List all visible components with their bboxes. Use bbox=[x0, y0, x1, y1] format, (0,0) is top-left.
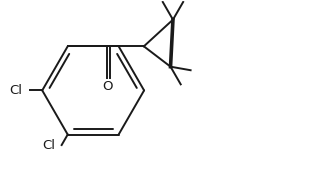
Text: Cl: Cl bbox=[42, 139, 55, 152]
Text: O: O bbox=[102, 80, 113, 93]
Text: Cl: Cl bbox=[9, 84, 22, 97]
